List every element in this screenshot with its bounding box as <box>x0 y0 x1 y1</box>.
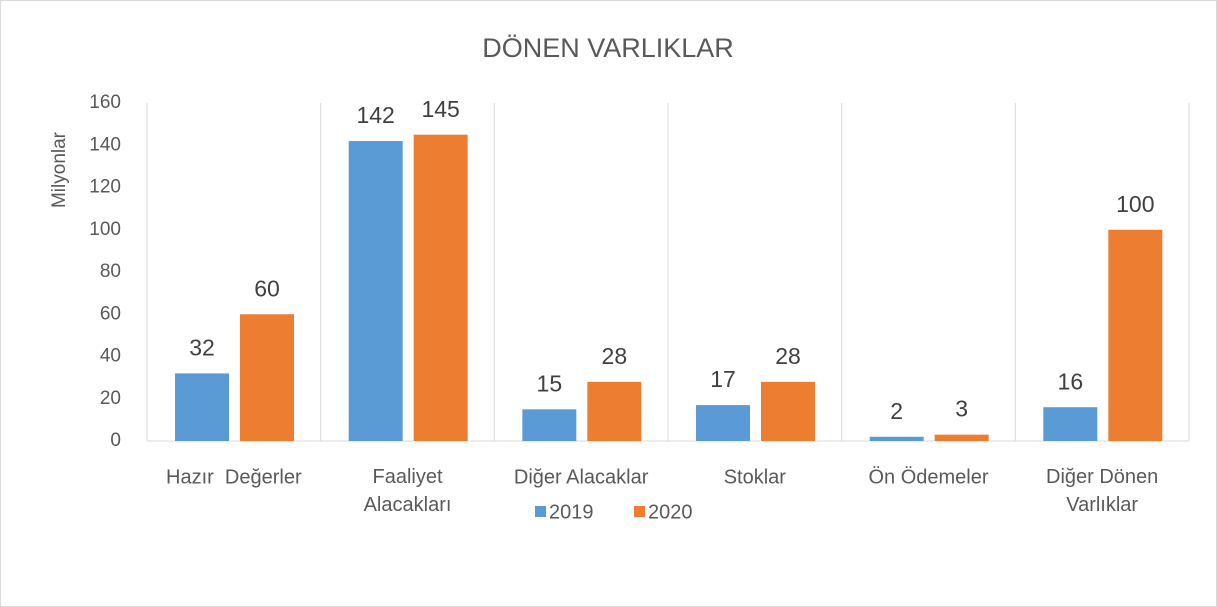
bar <box>240 314 294 441</box>
y-tick-label: 60 <box>100 303 121 324</box>
y-tick-label: 120 <box>89 177 121 198</box>
legend-label: 2020 <box>648 501 693 523</box>
y-tick-label: 40 <box>100 346 121 367</box>
data-label: 16 <box>1058 368 1084 394</box>
x-tick-label: Diğer Dönen Varlıklar <box>1046 466 1158 516</box>
x-tick-label: Faaliyet Alacakları <box>364 466 452 516</box>
y-tick-label: 160 <box>89 92 121 113</box>
bar <box>1108 229 1163 441</box>
bar <box>869 436 924 441</box>
bar <box>413 134 468 441</box>
data-label: 2 <box>890 398 903 424</box>
data-label: 60 <box>254 275 280 301</box>
data-label: 145 <box>421 96 459 122</box>
data-label: 3 <box>955 396 968 422</box>
chart-title: DÖNEN VARLIKLAR <box>482 33 734 63</box>
legend-swatch <box>634 506 645 517</box>
legend-swatch <box>535 506 546 517</box>
y-tick-label: 0 <box>110 430 121 451</box>
legend-label: 2019 <box>549 501 594 523</box>
data-label: 28 <box>775 343 801 369</box>
x-tick-label: Hazır Değerler <box>166 466 302 488</box>
y-axis-label: Milyonlar <box>49 131 70 208</box>
x-tick-label: Stoklar <box>724 466 787 488</box>
x-tick-label: Ön Ödemeler <box>868 466 988 488</box>
data-label: 142 <box>356 102 394 128</box>
bar <box>696 405 750 441</box>
data-label: 17 <box>710 366 736 392</box>
y-tick-label: 140 <box>89 134 121 155</box>
data-label: 28 <box>602 343 628 369</box>
y-tick-label: 80 <box>100 261 121 282</box>
bar <box>348 141 403 441</box>
data-label: 100 <box>1116 191 1154 217</box>
bar <box>522 409 577 441</box>
data-label: 15 <box>537 370 563 396</box>
bar <box>761 381 815 441</box>
x-tick-label: Diğer Alacaklar <box>514 466 649 488</box>
bar <box>1043 407 1098 441</box>
bar <box>587 381 642 441</box>
bar <box>175 373 229 441</box>
data-label: 32 <box>189 334 215 360</box>
bar <box>934 434 989 441</box>
y-tick-label: 100 <box>89 219 121 240</box>
y-tick-label: 20 <box>100 388 121 409</box>
